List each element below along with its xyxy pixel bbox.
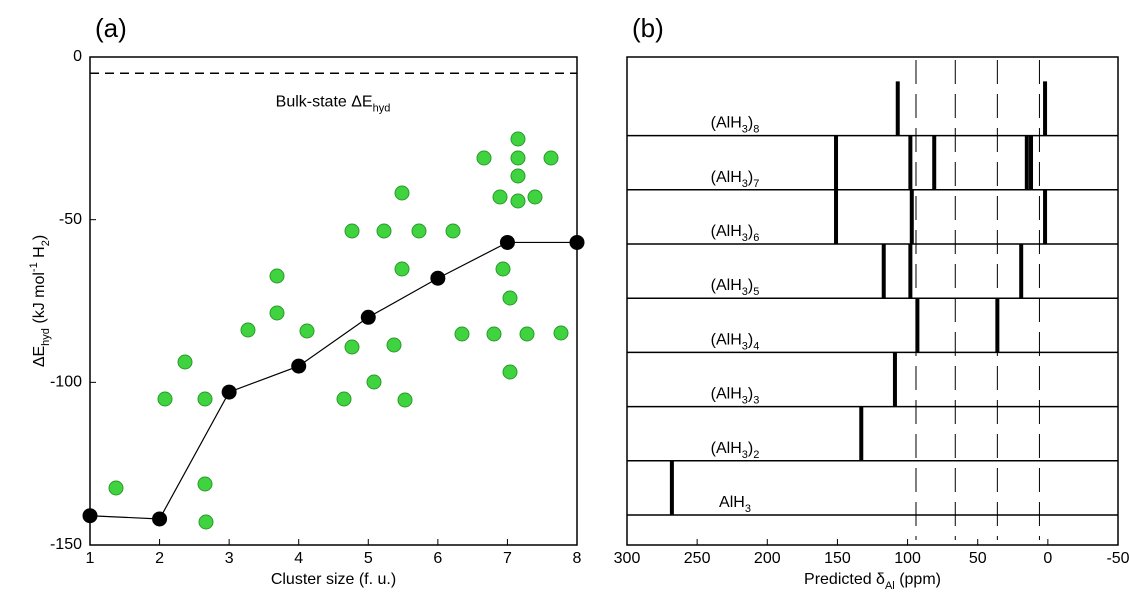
x-tick-label: 3 [225, 550, 234, 567]
row-label: (AlH3)7 [711, 169, 760, 190]
y-axis-label-part: ΔE [31, 346, 48, 367]
data-point [291, 358, 307, 374]
row-label: (AlH3)6 [711, 223, 760, 244]
row-label: AlH3 [719, 494, 751, 515]
x-tick-label: 100 [894, 550, 921, 567]
x-axis-label: Predicted δAl (ppm) [804, 571, 941, 592]
data-point [82, 508, 98, 524]
y-tick-label: -150 [50, 536, 82, 553]
x-tick-label: 6 [433, 550, 442, 567]
row-label: (AlH3)5 [711, 277, 760, 298]
data-point [499, 234, 515, 250]
data-point [152, 511, 168, 527]
panel-title: (b) [632, 13, 664, 43]
y-axis-label: ΔEhyd (kJ mol-1 H2) [28, 235, 52, 367]
axes-frame-b [626, 56, 1119, 546]
x-tick-label: 2 [155, 550, 164, 567]
x-tick-label: -50 [1106, 550, 1129, 567]
y-axis-label-part: H [31, 246, 48, 262]
y-tick-label: 0 [73, 48, 82, 65]
x-tick-label: 200 [754, 550, 781, 567]
y-axis-label-part: 2 [40, 240, 52, 246]
x-tick-label: 300 [614, 550, 641, 567]
x-tick-label: 7 [503, 550, 512, 567]
x-axis-label-part: Predicted δ [804, 571, 885, 588]
panel-title: (a) [95, 13, 127, 43]
data-point [221, 384, 237, 400]
row-label: (AlH3)3 [711, 386, 760, 407]
x-axis-label-part: Cluster size (f. u.) [271, 571, 396, 588]
row-label: (AlH3)8 [711, 115, 760, 136]
y-axis-label-part: hyd [40, 328, 52, 346]
axes-frame-a [89, 56, 578, 546]
x-tick-label: 250 [684, 550, 711, 567]
molecule-sketches [108, 131, 569, 530]
data-point [360, 309, 376, 325]
y-axis-label-part: (kJ mol [31, 272, 48, 328]
y-axis-label-part: ) [31, 235, 48, 240]
x-tick-label: 4 [294, 550, 303, 567]
data-line [89, 241, 577, 520]
x-axis-label: Cluster size (f. u.) [271, 571, 396, 588]
x-axis-label-part: Al [885, 580, 895, 592]
x-tick-label: 8 [573, 550, 582, 567]
x-tick-label: 50 [969, 550, 987, 567]
data-point [569, 234, 585, 250]
x-tick-label: 5 [364, 550, 373, 567]
reference-label-part: Bulk-state ΔE [276, 93, 373, 110]
row-label: (AlH3)4 [711, 332, 760, 353]
reference-label: Bulk-state ΔEhyd [276, 93, 391, 114]
y-tick-label: -100 [50, 374, 82, 391]
y-tick-label: -50 [59, 211, 82, 228]
x-tick-label: 1 [86, 550, 95, 567]
x-tick-label: 150 [824, 550, 851, 567]
data-point [430, 270, 446, 286]
x-axis-label-part: (ppm) [895, 571, 941, 588]
reference-label-part: hyd [373, 102, 391, 114]
row-label: (AlH3)2 [711, 440, 760, 461]
y-axis-label-part: -1 [28, 262, 40, 272]
x-tick-label: 0 [1043, 550, 1052, 567]
